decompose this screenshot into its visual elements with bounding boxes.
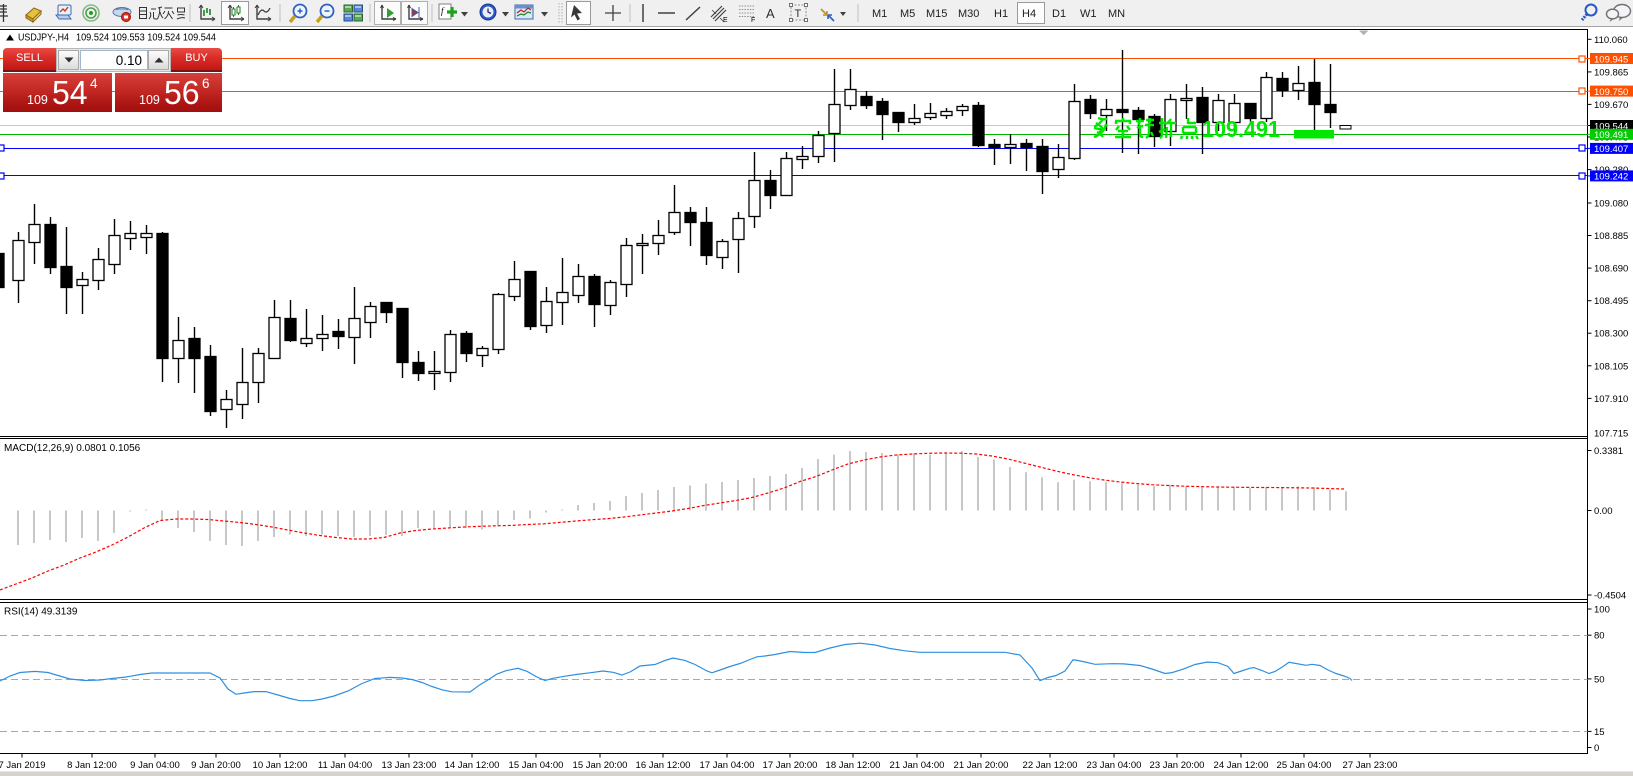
- svg-text:10 Jan 12:00: 10 Jan 12:00: [253, 760, 308, 771]
- svg-text:109.080: 109.080: [1594, 199, 1628, 210]
- svg-text:11 Jan 04:00: 11 Jan 04:00: [318, 760, 372, 771]
- svg-text:15 Jan 04:00: 15 Jan 04:00: [509, 760, 564, 771]
- svg-text:109.491: 109.491: [1594, 130, 1628, 141]
- svg-text:D1: D1: [1052, 8, 1066, 20]
- svg-text:A: A: [766, 6, 775, 21]
- svg-text:M30: M30: [958, 8, 979, 20]
- svg-text:0.3381: 0.3381: [1594, 446, 1623, 457]
- svg-text:108.690: 108.690: [1594, 264, 1628, 275]
- svg-text:15: 15: [1594, 727, 1605, 738]
- svg-text:W1: W1: [1080, 8, 1097, 20]
- svg-text:8 Jan 12:00: 8 Jan 12:00: [67, 760, 117, 771]
- svg-text:MN: MN: [1108, 8, 1125, 20]
- svg-text:110.060: 110.060: [1594, 35, 1628, 46]
- svg-text:9 Jan 04:00: 9 Jan 04:00: [130, 760, 180, 771]
- svg-text:-0.4504: -0.4504: [1594, 591, 1626, 602]
- svg-text:21 Jan 20:00: 21 Jan 20:00: [954, 760, 1009, 771]
- svg-text:M15: M15: [926, 8, 947, 20]
- svg-text:RSI(14) 49.3139: RSI(14) 49.3139: [4, 607, 78, 618]
- svg-text:108.885: 108.885: [1594, 231, 1628, 242]
- svg-text:17 Jan 04:00: 17 Jan 04:00: [700, 760, 755, 771]
- svg-text:108.495: 108.495: [1594, 296, 1628, 307]
- svg-text:107.715: 107.715: [1594, 429, 1628, 440]
- svg-text:109.750: 109.750: [1594, 87, 1628, 98]
- svg-text:22 Jan 12:00: 22 Jan 12:00: [1023, 760, 1078, 771]
- svg-text:21 Jan 04:00: 21 Jan 04:00: [890, 760, 945, 771]
- svg-text:23 Jan 20:00: 23 Jan 20:00: [1150, 760, 1205, 771]
- svg-text:25 Jan 04:00: 25 Jan 04:00: [1277, 760, 1332, 771]
- svg-text:16 Jan 12:00: 16 Jan 12:00: [636, 760, 691, 771]
- svg-text:f: f: [441, 6, 445, 16]
- svg-text:109.242: 109.242: [1594, 172, 1628, 183]
- svg-text:17 Jan 20:00: 17 Jan 20:00: [763, 760, 818, 771]
- svg-text:109.865: 109.865: [1594, 67, 1628, 78]
- svg-text:109.670: 109.670: [1594, 100, 1628, 111]
- svg-text:107.910: 107.910: [1594, 394, 1628, 405]
- svg-text:108.105: 108.105: [1594, 361, 1628, 372]
- svg-text:0: 0: [1594, 743, 1599, 754]
- svg-text:M1: M1: [872, 8, 887, 20]
- svg-text:109.407: 109.407: [1594, 144, 1628, 155]
- svg-text:T: T: [795, 8, 802, 20]
- svg-text:15 Jan 20:00: 15 Jan 20:00: [573, 760, 628, 771]
- svg-text:100: 100: [1594, 605, 1610, 616]
- svg-text:7 Jan 2019: 7 Jan 2019: [0, 760, 46, 771]
- svg-text:24 Jan 12:00: 24 Jan 12:00: [1214, 760, 1269, 771]
- svg-text:50: 50: [1594, 674, 1605, 685]
- svg-text:109.544: 109.544: [1594, 121, 1628, 132]
- svg-text:9 Jan 20:00: 9 Jan 20:00: [191, 760, 241, 771]
- svg-text:27 Jan 23:00: 27 Jan 23:00: [1343, 760, 1398, 771]
- svg-text:13 Jan 23:00: 13 Jan 23:00: [382, 760, 437, 771]
- svg-text:23 Jan 04:00: 23 Jan 04:00: [1087, 760, 1142, 771]
- svg-text:0.00: 0.00: [1594, 506, 1613, 517]
- svg-text:M5: M5: [900, 8, 915, 20]
- svg-text:F: F: [751, 17, 755, 24]
- svg-text:E: E: [723, 17, 728, 24]
- svg-text:14 Jan 12:00: 14 Jan 12:00: [445, 760, 500, 771]
- svg-text:H1: H1: [994, 8, 1008, 20]
- svg-text:108.300: 108.300: [1594, 329, 1628, 340]
- svg-text:MACD(12,26,9) 0.0801 0.1056: MACD(12,26,9) 0.0801 0.1056: [4, 443, 141, 454]
- svg-text:80: 80: [1594, 631, 1605, 642]
- svg-text:109.491: 109.491: [1202, 116, 1280, 142]
- svg-text:H4: H4: [1022, 8, 1036, 20]
- svg-text:109.945: 109.945: [1594, 54, 1628, 65]
- svg-text:18 Jan 12:00: 18 Jan 12:00: [826, 760, 881, 771]
